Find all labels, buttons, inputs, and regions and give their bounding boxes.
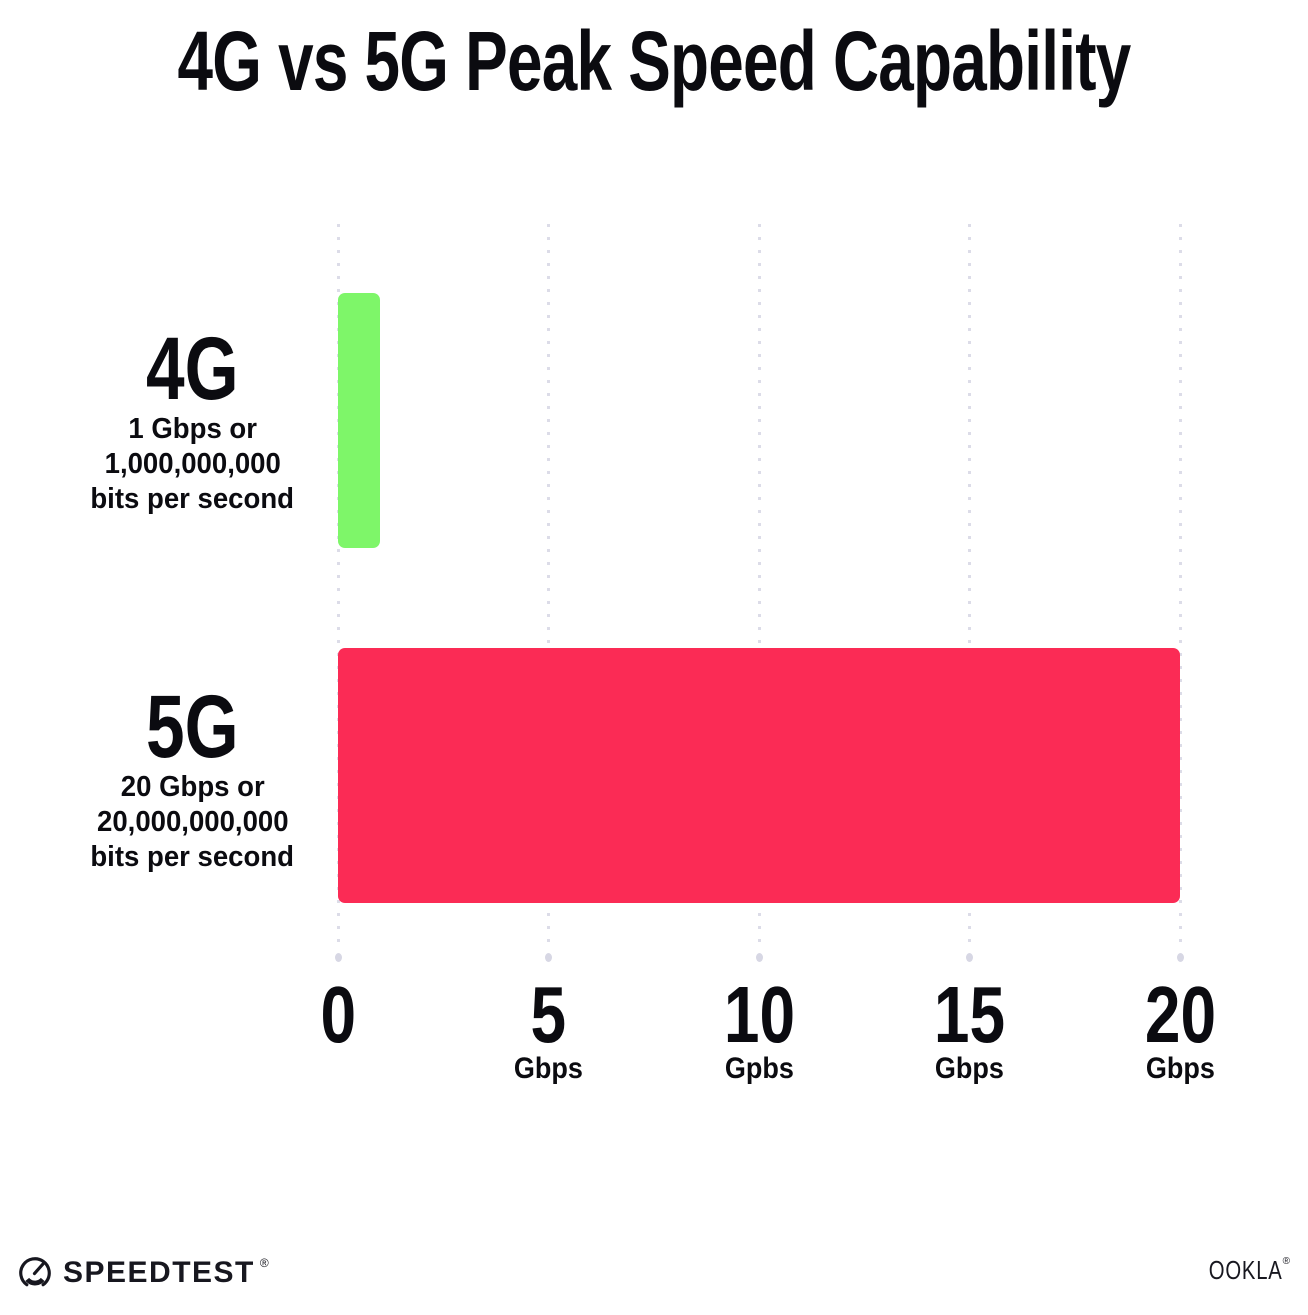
x-tick-10-unit: Gpbs (724, 1052, 794, 1085)
gridline-0gbps (334, 224, 342, 962)
chart-title-text: 4G vs 5G Peak Speed Capability (177, 14, 1132, 108)
row-label-5g-sub-1: 20 Gbps or (120, 771, 265, 803)
gridline-15gbps (966, 224, 973, 962)
gridline-5gbps (545, 224, 552, 962)
x-tick-15-unit: Gbps (934, 1052, 1004, 1085)
row-label-5g-sub-2: 20,000,000,000 (96, 806, 289, 838)
bar-4g (338, 293, 381, 548)
row-label-5g-title: 5G (146, 676, 239, 776)
gridline-10gbps (755, 224, 763, 962)
row-label-4g-sub-1: 1 Gbps or (128, 413, 257, 445)
x-tick-15: 15 Gbps (860, 970, 1080, 1086)
bar-5g (338, 648, 1180, 903)
row-label-4g-sub-2: 1,000,000,000 (104, 448, 281, 480)
row-label-4g-sub-3: bits per second (90, 483, 295, 515)
speedtest-trademark-icon: ® (259, 1256, 269, 1270)
x-tick-5-unit: Gbps (513, 1052, 583, 1085)
speedtest-logo: SPEEDTEST ® (16, 1252, 269, 1294)
x-tick-20-unit: Gbps (1145, 1052, 1215, 1085)
x-tick-10-value: 10 (723, 970, 795, 1059)
x-tick-15-value: 15 (933, 970, 1006, 1059)
x-tick-20: 20 Gbps (1070, 970, 1290, 1086)
speedtest-gauge-icon (19, 1257, 51, 1289)
row-label-4g-title: 4G (146, 318, 239, 418)
x-tick-5-value: 5 (530, 970, 567, 1059)
gridline-20gbps (1176, 224, 1184, 962)
speedtest-wordmark: SPEEDTEST (63, 1256, 255, 1289)
row-label-5g-sub-3: bits per second (90, 841, 295, 873)
x-tick-0: 0 (228, 970, 448, 1086)
row-label-5g: 5G 20 Gbps or 20,000,000,000 bits per se… (45, 682, 340, 875)
ookla-trademark-icon: ® (1282, 1256, 1290, 1267)
x-tick-0-value: 0 (320, 970, 356, 1059)
chart-title: 4G vs 5G Peak Speed Capability (0, 12, 1308, 110)
x-tick-10: 10 Gpbs (649, 970, 869, 1086)
x-tick-20-value: 20 (1144, 970, 1216, 1059)
ookla-wordmark: OOKLA (1208, 1255, 1283, 1285)
ookla-logo: OOKLA ® (1188, 1255, 1290, 1286)
row-label-4g: 4G 1 Gbps or 1,000,000,000 bits per seco… (45, 324, 340, 517)
x-tick-5: 5 Gbps (439, 970, 659, 1086)
